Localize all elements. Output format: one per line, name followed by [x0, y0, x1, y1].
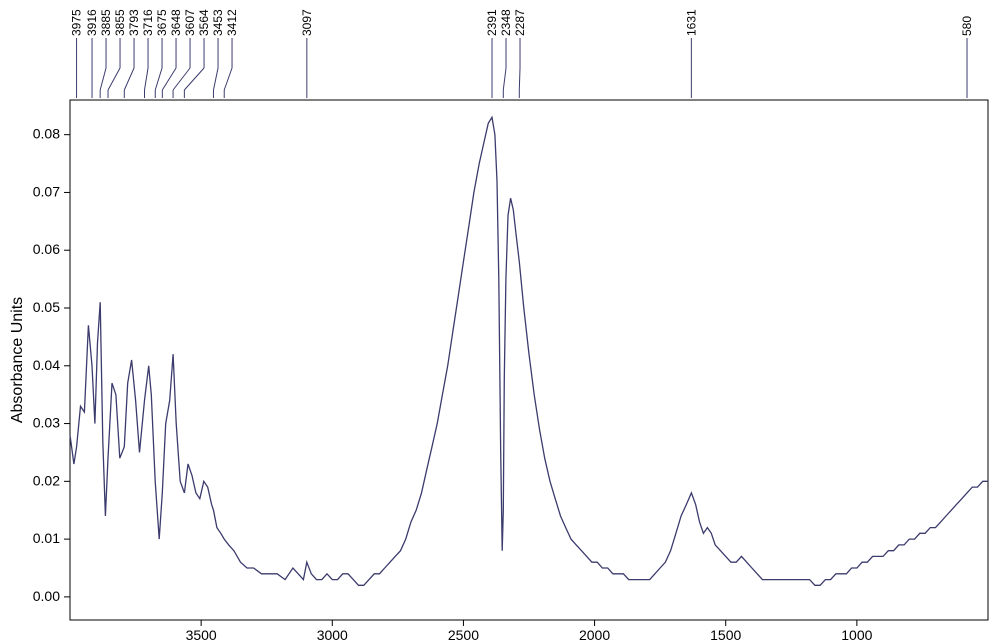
plot-border	[70, 100, 988, 620]
ir-spectrum-chart: { "chart": { "type": "line", "width": 10…	[0, 0, 1000, 644]
peak-leader	[213, 68, 218, 90]
peak-label: 3916	[85, 9, 99, 36]
peak-label: 3564	[197, 9, 211, 36]
peak-label: 3855	[113, 9, 127, 36]
peak-leader	[162, 68, 176, 90]
y-axis-label: Absorbance Units	[9, 297, 26, 423]
peak-leader	[108, 68, 120, 90]
x-tick-label: 2000	[579, 627, 610, 643]
peak-label: 3716	[141, 9, 155, 36]
peak-label: 580	[960, 16, 974, 36]
peak-label: 3648	[169, 9, 183, 36]
x-tick-label: 3000	[317, 627, 348, 643]
x-tick-label: 1000	[841, 627, 872, 643]
peak-label: 3675	[155, 9, 169, 36]
peak-label: 3975	[70, 9, 84, 36]
peak-label: 3453	[211, 9, 225, 36]
peak-label: 2391	[485, 9, 499, 36]
peak-label: 3097	[300, 9, 314, 36]
x-tick-label: 1500	[710, 627, 741, 643]
peak-leader	[519, 68, 520, 90]
peak-leader	[144, 68, 148, 90]
peak-label: 3885	[99, 9, 113, 36]
spectrum-svg: 350030002500200015001000Wavenumber cm-10…	[0, 0, 1000, 644]
spectrum-line	[70, 117, 988, 585]
y-tick-label: 0.03	[33, 415, 60, 431]
y-tick-label: 0.05	[33, 299, 60, 315]
y-tick-label: 0.08	[33, 126, 60, 142]
x-tick-label: 2500	[448, 627, 479, 643]
peak-label: 1631	[684, 9, 698, 36]
peak-leader	[124, 68, 134, 90]
peak-leader	[503, 68, 506, 90]
y-tick-label: 0.07	[33, 183, 60, 199]
peak-label: 3607	[183, 9, 197, 36]
y-tick-label: 0.06	[33, 241, 60, 257]
peak-label: 2287	[513, 9, 527, 36]
x-tick-label: 3500	[186, 627, 217, 643]
peak-leader	[155, 68, 162, 90]
peak-label: 3412	[225, 9, 239, 36]
y-tick-label: 0.01	[33, 530, 60, 546]
peak-leader	[224, 68, 232, 90]
y-tick-label: 0.02	[33, 472, 60, 488]
peak-label: 3793	[127, 9, 141, 36]
peak-leader	[100, 68, 106, 90]
y-tick-label: 0.04	[33, 357, 60, 373]
y-tick-label: 0.00	[33, 588, 60, 604]
peak-label: 2348	[499, 9, 513, 36]
